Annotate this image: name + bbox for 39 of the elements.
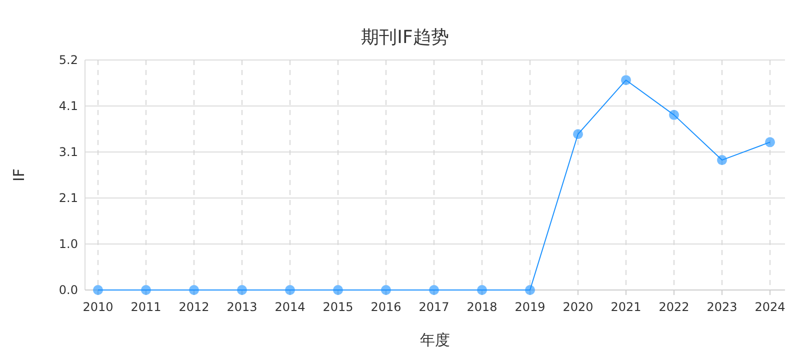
point (669, 110, 679, 120)
point (237, 285, 247, 295)
x-tick-label: 2018 (466, 300, 498, 314)
y-tick-label: 0.0 (58, 283, 78, 297)
y-tick-label: 5.2 (58, 53, 78, 67)
x-tick-label: 2019 (514, 300, 546, 314)
point (333, 285, 343, 295)
y-tick-label: 3.1 (58, 145, 78, 159)
point (765, 137, 775, 148)
x-tick-label: 2012 (178, 300, 210, 314)
y-tick-label: 2.1 (58, 191, 78, 205)
point (189, 285, 199, 295)
x-tick-label: 2021 (610, 300, 642, 314)
point (93, 285, 103, 295)
point (141, 285, 151, 295)
x-tick-label: 2015 (322, 300, 354, 314)
y-tick-label: 1.0 (58, 237, 78, 251)
chart-title: 期刊IF趋势 (361, 27, 449, 48)
x-tick-label: 2017 (418, 300, 450, 314)
y-axis-title: IF (10, 168, 28, 182)
x-tick-label: 2011 (130, 300, 162, 314)
x-tick-label: 2016 (370, 300, 402, 314)
y-tick-label: 4.1 (58, 99, 78, 113)
point (477, 285, 487, 295)
point (429, 285, 439, 295)
x-tick-label: 2010 (82, 300, 114, 314)
x-tick-label: 2020 (562, 300, 594, 314)
point (525, 285, 535, 295)
point (285, 285, 295, 295)
x-tick-label: 2022 (658, 300, 690, 314)
point (621, 75, 631, 86)
point (573, 129, 583, 140)
point (381, 285, 391, 295)
point (717, 155, 727, 166)
x-tick-label: 2013 (226, 300, 258, 314)
x-tick-label: 2023 (706, 300, 738, 314)
x-axis-title: 年度 (420, 331, 450, 349)
x-tick-label: 2014 (274, 300, 306, 314)
x-tick-label: 2024 (754, 300, 786, 314)
